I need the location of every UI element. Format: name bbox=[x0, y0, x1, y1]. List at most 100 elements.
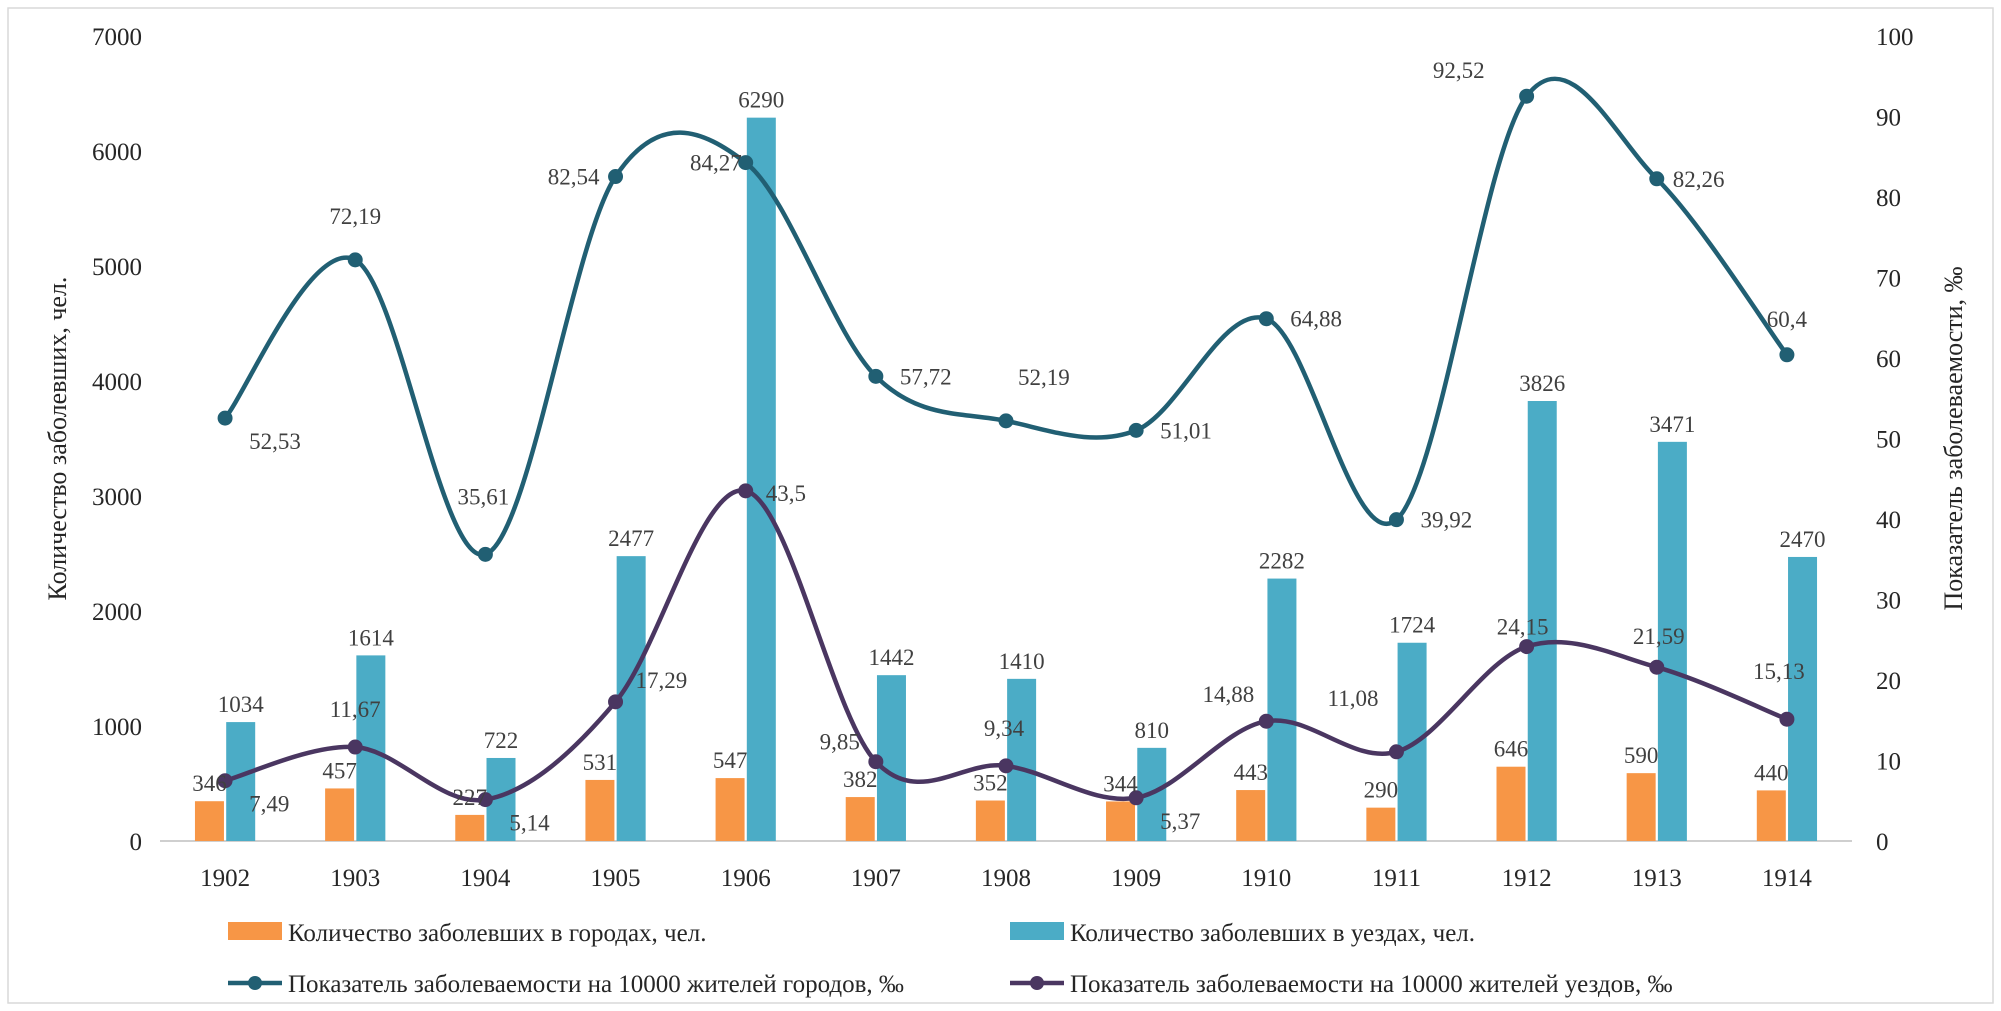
bar-value-label: 6290 bbox=[738, 88, 784, 113]
bar-value-label: 227 bbox=[453, 785, 488, 810]
bar-uezds bbox=[1397, 642, 1427, 841]
line-value-label: 11,67 bbox=[330, 697, 381, 722]
y-right-tick-label: 80 bbox=[1876, 185, 1901, 212]
bar-value-label: 1410 bbox=[999, 649, 1045, 674]
line-value-label: 64,88 bbox=[1290, 307, 1342, 332]
line-value-label: 14,88 bbox=[1203, 682, 1255, 707]
cities-rate-marker bbox=[1519, 88, 1535, 104]
bar-uezds bbox=[1657, 441, 1687, 841]
y-right-tick-label: 10 bbox=[1876, 749, 1901, 776]
bar-value-label: 590 bbox=[1624, 743, 1659, 768]
bar-value-label: 2282 bbox=[1259, 549, 1305, 574]
cities-rate-marker bbox=[868, 368, 884, 384]
y-right-tick-label: 30 bbox=[1876, 588, 1901, 615]
line-value-label: 39,92 bbox=[1420, 508, 1472, 533]
y-right-axis-title: Показатель заболеваемости, ‰ bbox=[1939, 266, 1968, 610]
bar-value-label: 810 bbox=[1135, 718, 1170, 743]
bar-cities bbox=[1366, 807, 1396, 841]
bar-uezds bbox=[1788, 556, 1818, 841]
x-tick-label: 1906 bbox=[721, 865, 771, 892]
cities-rate-marker bbox=[1388, 512, 1404, 528]
bar-cities bbox=[325, 788, 355, 841]
line-value-label: 9,34 bbox=[984, 716, 1025, 741]
bar-value-label: 3826 bbox=[1519, 371, 1565, 396]
y-left-tick-label: 5000 bbox=[92, 254, 142, 281]
uezds-rate-marker bbox=[1649, 659, 1665, 675]
line-value-label: 51,01 bbox=[1160, 418, 1212, 443]
bar-value-label: 382 bbox=[843, 767, 878, 792]
x-tick-label: 1904 bbox=[460, 865, 511, 892]
y-left-tick-label: 2000 bbox=[92, 599, 142, 626]
x-tick-label: 1902 bbox=[200, 865, 250, 892]
legend-label: Количество заболевших в уездах, чел. bbox=[1070, 920, 1475, 947]
cities-rate-marker bbox=[347, 252, 363, 268]
y-right-tick-label: 100 bbox=[1876, 24, 1914, 51]
bar-uezds bbox=[1527, 401, 1557, 841]
bar-cities bbox=[1106, 801, 1136, 841]
cities-rate-marker bbox=[998, 413, 1014, 429]
bar-cities bbox=[455, 814, 485, 841]
x-tick-label: 1913 bbox=[1632, 865, 1682, 892]
bar-value-label: 290 bbox=[1364, 778, 1399, 803]
bar-value-label: 547 bbox=[713, 748, 748, 773]
cities-rate-marker bbox=[1258, 311, 1274, 327]
x-tick-label: 1908 bbox=[981, 865, 1031, 892]
bar-value-label: 2470 bbox=[1780, 527, 1826, 552]
uezds-rate-marker bbox=[477, 792, 493, 808]
y-left-tick-label: 3000 bbox=[92, 484, 142, 511]
cities-rate-marker bbox=[477, 546, 493, 562]
bar-cities bbox=[1626, 773, 1656, 841]
cities-rate-marker bbox=[1649, 171, 1665, 187]
bar-value-label: 346 bbox=[192, 771, 227, 796]
line-value-label: 92,52 bbox=[1433, 58, 1485, 83]
y-right-tick-label: 90 bbox=[1876, 105, 1901, 132]
bar-value-label: 1724 bbox=[1389, 613, 1436, 638]
bar-value-label: 1442 bbox=[868, 645, 914, 670]
y-left-tick-label: 1000 bbox=[92, 714, 142, 741]
line-value-label: 52,53 bbox=[249, 429, 301, 454]
bar-cities bbox=[585, 779, 615, 841]
bar-cities bbox=[845, 797, 875, 841]
uezds-rate-marker bbox=[738, 483, 754, 499]
line-value-label: 9,85 bbox=[820, 730, 860, 755]
cities-rate-marker bbox=[1128, 422, 1144, 438]
line-value-label: 11,08 bbox=[1328, 686, 1379, 711]
line-value-label: 72,19 bbox=[329, 204, 381, 229]
x-tick-label: 1903 bbox=[330, 865, 380, 892]
legend-swatch-bar bbox=[1010, 922, 1064, 940]
legend-label: Показатель заболеваемости на 10000 жител… bbox=[1070, 971, 1672, 998]
bar-value-label: 2477 bbox=[608, 526, 654, 551]
bar-cities bbox=[1756, 790, 1786, 841]
bar-cities bbox=[975, 800, 1005, 841]
bar-value-label: 457 bbox=[322, 758, 357, 783]
bar-cities bbox=[1236, 790, 1266, 841]
uezds-rate-marker bbox=[868, 754, 884, 770]
line-value-label: 60,4 bbox=[1767, 307, 1808, 332]
x-tick-label: 1907 bbox=[851, 865, 901, 892]
cities-rate-marker bbox=[1779, 347, 1795, 363]
line-value-label: 5,37 bbox=[1160, 809, 1200, 834]
legend-swatch-marker bbox=[248, 976, 262, 990]
line-value-label: 43,5 bbox=[766, 481, 806, 506]
line-value-label: 17,29 bbox=[636, 668, 688, 693]
y-left-axis-title: Количество заболевших, чел. bbox=[43, 277, 72, 601]
chart-border bbox=[7, 7, 1994, 1004]
line-value-label: 57,72 bbox=[900, 364, 952, 389]
line-value-label: 52,19 bbox=[1018, 365, 1070, 390]
uezds-rate-marker bbox=[608, 694, 624, 710]
line-value-label: 82,54 bbox=[548, 165, 600, 190]
bar-value-label: 344 bbox=[1103, 771, 1138, 796]
bars bbox=[194, 117, 1818, 841]
legend-label: Количество заболевших в городах, чел. bbox=[288, 920, 706, 947]
line-value-label: 84,27 bbox=[690, 151, 742, 176]
y-right-tick-label: 50 bbox=[1876, 427, 1901, 454]
bar-value-label: 1614 bbox=[348, 625, 395, 650]
bar-value-label: 3471 bbox=[1649, 412, 1695, 437]
line-value-label: 5,14 bbox=[509, 811, 550, 836]
data-labels: 346 457 227 531 547 382 352 344 443 290 646 590 440 1… bbox=[192, 58, 1825, 835]
line-value-label: 21,59 bbox=[1633, 624, 1685, 649]
bar-value-label: 440 bbox=[1754, 760, 1789, 785]
bar-value-label: 443 bbox=[1233, 760, 1268, 785]
x-tick-label: 1912 bbox=[1502, 865, 1552, 892]
